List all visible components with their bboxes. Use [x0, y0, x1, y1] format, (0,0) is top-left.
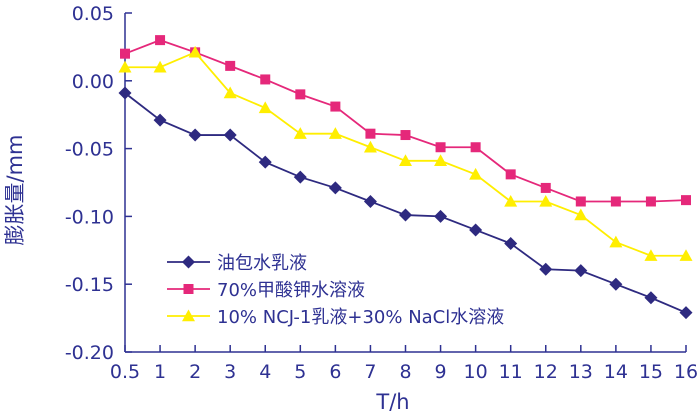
legend-label: 10% NCJ-1乳液+30% NaCl水溶液 — [217, 307, 504, 328]
data-point-square — [330, 101, 341, 112]
x-tick-label: 2 — [189, 361, 201, 383]
data-point-triangle — [118, 60, 132, 73]
x-tick-label: 14 — [604, 361, 628, 383]
data-point-diamond — [293, 170, 307, 184]
data-point-triangle — [644, 249, 658, 261]
data-point-triangle — [293, 127, 307, 139]
data-point-triangle — [504, 194, 518, 207]
y-tick-label: -0.05 — [65, 139, 114, 161]
data-point-diamond — [399, 208, 412, 222]
series-2 — [120, 35, 691, 207]
data-point-triangle — [539, 194, 553, 207]
x-tick-label: 4 — [259, 361, 271, 383]
data-point-square — [155, 35, 166, 46]
data-point-diamond — [679, 306, 693, 320]
x-tick-label: 15 — [639, 361, 663, 383]
data-point-triangle — [609, 235, 623, 248]
data-point-square — [610, 196, 621, 207]
x-tick-label: 11 — [499, 361, 523, 383]
data-point-square — [295, 89, 306, 100]
data-point-triangle — [182, 309, 195, 322]
data-point-square — [575, 196, 586, 207]
data-point-diamond — [188, 128, 202, 142]
y-tick-label: -0.20 — [65, 342, 114, 364]
data-point-diamond — [258, 155, 272, 169]
legend-item: 70%甲酸钾水溶液 — [167, 280, 365, 301]
series-line — [124, 92, 687, 314]
data-point-diamond — [328, 181, 342, 195]
data-point-square — [470, 142, 481, 153]
data-point-triangle — [223, 86, 237, 99]
data-point-square — [365, 128, 376, 139]
data-point-square — [183, 284, 194, 294]
data-point-diamond — [469, 223, 483, 237]
x-tick-label: 9 — [435, 361, 447, 383]
legend-item: 10% NCJ-1乳液+30% NaCl水溶液 — [167, 307, 504, 328]
data-point-diamond — [434, 209, 448, 223]
x-tick-label: 6 — [329, 361, 341, 383]
data-point-triangle — [679, 249, 693, 261]
data-point-triangle — [363, 140, 377, 153]
data-point-diamond — [539, 262, 553, 276]
data-point-diamond — [504, 237, 518, 251]
data-point-diamond — [363, 194, 377, 208]
series-line — [125, 51, 686, 257]
x-tick-label: 1 — [154, 361, 166, 383]
data-point-triangle — [188, 45, 202, 58]
data-point-triangle — [469, 167, 483, 180]
y-tick-label: 0.05 — [72, 3, 114, 25]
data-point-triangle — [434, 154, 448, 167]
y-tick-label: -0.10 — [65, 206, 114, 228]
data-point-diamond — [118, 86, 132, 100]
axes: 0.050.00-0.05-0.10-0.15-0.200.5 1 2 3 4 5 6 7 8 9… — [65, 3, 698, 383]
data-point-square — [120, 48, 130, 59]
x-tick-label: 3 — [224, 361, 236, 383]
data-point-triangle — [328, 127, 342, 139]
data-point-triangle — [399, 154, 412, 167]
data-point-square — [435, 142, 446, 153]
series-layer — [118, 35, 693, 320]
data-point-square — [505, 169, 516, 180]
x-tick-label: 7 — [364, 361, 376, 383]
y-axis-label: 膨胀量/mm — [3, 135, 27, 246]
x-tick-label: 12 — [534, 361, 558, 383]
data-point-square — [225, 60, 236, 71]
x-tick-label: 5 — [294, 361, 306, 383]
data-point-diamond — [644, 291, 658, 305]
y-tick-label: 0.00 — [72, 71, 114, 93]
x-tick-label: 16 — [674, 361, 698, 383]
data-point-diamond — [574, 264, 588, 278]
data-point-triangle — [574, 208, 588, 221]
x-tick-label: 13 — [569, 361, 593, 383]
series-3 — [118, 45, 693, 261]
data-point-square — [645, 196, 656, 207]
series-1 — [118, 86, 693, 320]
legend-item: 油包水乳液 — [167, 253, 307, 274]
legend: 油包水乳液 70%甲酸钾水溶液 10% NCJ-1乳液+30% NaCl水溶液 — [167, 253, 504, 328]
series-line — [124, 39, 687, 203]
data-point-square — [540, 182, 551, 193]
data-point-diamond — [223, 128, 237, 142]
data-point-square — [260, 74, 271, 85]
data-point-triangle — [153, 60, 167, 73]
data-point-diamond — [153, 113, 167, 127]
x-tick-label: 0.5 — [110, 361, 140, 383]
data-point-diamond — [182, 255, 195, 269]
x-tick-label: 10 — [464, 361, 488, 383]
data-point-square — [681, 195, 691, 206]
y-tick-label: -0.15 — [65, 274, 114, 296]
x-tick-label: 8 — [399, 361, 411, 383]
legend-label: 70%甲酸钾水溶液 — [217, 280, 365, 301]
data-point-square — [400, 130, 411, 141]
data-point-triangle — [258, 101, 272, 114]
legend-label: 油包水乳液 — [217, 253, 307, 274]
data-point-diamond — [609, 277, 623, 291]
x-axis-label: T/h — [375, 390, 409, 414]
